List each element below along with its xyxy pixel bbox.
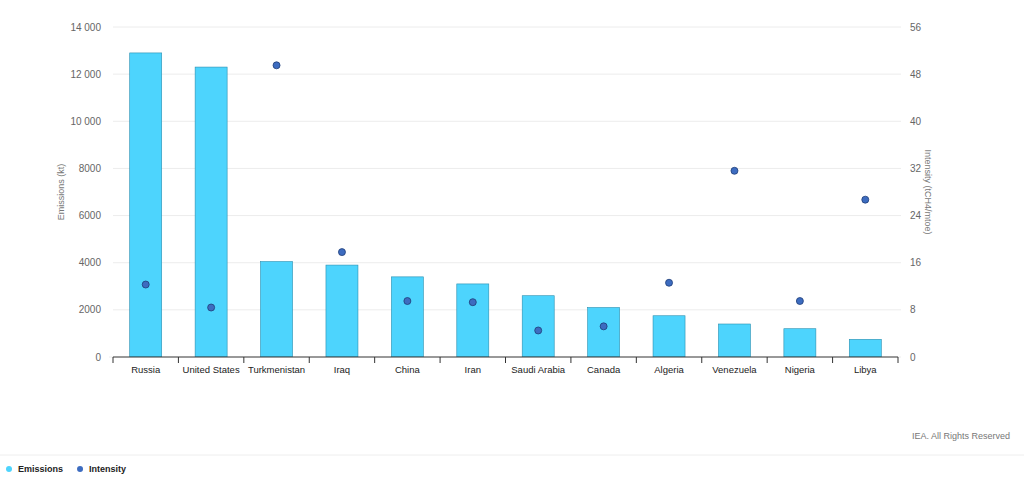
bar	[195, 67, 227, 357]
y2-tick-mark	[898, 262, 901, 263]
x-tick-label: Canada	[587, 364, 621, 375]
y-tick-label: 10 000	[70, 116, 101, 127]
y2-tick-mark	[898, 309, 901, 310]
x-tick-label: United States	[183, 364, 240, 375]
x-separator	[374, 357, 375, 363]
legend-label: Emissions	[18, 464, 63, 474]
bar	[588, 308, 620, 358]
y-tick-label: 2000	[79, 304, 102, 315]
point	[862, 196, 869, 203]
y-tick-label: 6000	[79, 210, 102, 221]
x-separator	[570, 357, 571, 363]
source: IEA. All Rights Reserved	[912, 431, 1010, 441]
y2-tick-label: 16	[910, 257, 922, 268]
x-separator	[701, 357, 702, 363]
x-tick-label: Algeria	[654, 364, 684, 375]
bar	[522, 296, 554, 357]
bar	[784, 329, 816, 357]
plot-area	[130, 53, 882, 357]
chart: 0 2000 4000 6000 8000 10 000 12 000 14 000 0 8 16 2…	[0, 0, 1024, 488]
point	[208, 304, 215, 311]
bar	[130, 53, 162, 357]
x-separator	[767, 357, 768, 363]
y-axis-title: Emissions (kt)	[56, 164, 66, 221]
legend-swatch	[6, 466, 12, 472]
y2-tick-label: 48	[910, 69, 922, 80]
point	[600, 323, 607, 330]
y2-tick-label: 56	[910, 22, 922, 33]
y2-tick-label: 32	[910, 163, 922, 174]
x-tick-label: Saudi Arabia	[511, 364, 566, 375]
y2-tick-mark	[898, 74, 901, 75]
y2-tick-mark	[898, 168, 901, 169]
point	[273, 62, 280, 69]
y2-tick-label: 8	[910, 304, 916, 315]
bar	[261, 262, 293, 357]
bar	[849, 339, 881, 357]
legend-swatch	[77, 466, 83, 472]
x-tick-label: Iran	[465, 364, 481, 375]
x-separator	[898, 357, 899, 363]
y-tick-label: 14 000	[70, 22, 101, 33]
grid-line	[113, 262, 898, 263]
x-tick-label: China	[395, 364, 421, 375]
x-separator	[636, 357, 637, 363]
x-tick-label: Venezuela	[712, 364, 757, 375]
x-separator	[309, 357, 310, 363]
x-tick-label: Russia	[131, 364, 161, 375]
bar	[391, 277, 423, 357]
bar	[653, 316, 685, 357]
y2-tick-mark	[898, 27, 901, 28]
grid-line	[113, 74, 898, 75]
y2-tick-label: 0	[910, 352, 916, 363]
point	[731, 167, 738, 174]
y2-tick-mark	[898, 215, 901, 216]
tick-mark	[109, 357, 113, 358]
y-tick-label: 4000	[79, 257, 102, 268]
x-separator	[113, 357, 114, 363]
grid-line	[113, 309, 898, 310]
y2-axis-title: Intensity (tCH4/mtoe)	[923, 149, 933, 234]
separator	[0, 455, 1024, 456]
grid-line	[113, 27, 898, 28]
x-tick-label: Nigeria	[785, 364, 816, 375]
y2-tick-label: 40	[910, 116, 922, 127]
point	[469, 299, 476, 306]
point	[142, 281, 149, 288]
y2-tick-label: 24	[910, 210, 922, 221]
point	[338, 249, 345, 256]
x-tick-label: Libya	[854, 364, 877, 375]
y-tick-label: 8000	[79, 163, 102, 174]
x-separator	[243, 357, 244, 363]
grid-line	[113, 215, 898, 216]
x-tick-label: Iraq	[334, 364, 350, 375]
point	[796, 298, 803, 305]
y2-tick-mark	[898, 121, 901, 122]
x-separator	[832, 357, 833, 363]
point	[535, 327, 542, 334]
point	[404, 298, 411, 305]
y-tick-label: 0	[95, 352, 101, 363]
legend-label: Intensity	[89, 464, 126, 474]
x-tick-label: Turkmenistan	[248, 364, 305, 375]
x-separator	[440, 357, 441, 363]
bar	[718, 324, 750, 357]
x-separator	[178, 357, 179, 363]
point	[666, 279, 673, 286]
grid-line	[113, 168, 898, 169]
bar	[457, 284, 489, 357]
x-separator	[505, 357, 506, 363]
bar	[326, 265, 358, 357]
grid-line	[113, 121, 898, 122]
y-tick-label: 12 000	[70, 69, 101, 80]
